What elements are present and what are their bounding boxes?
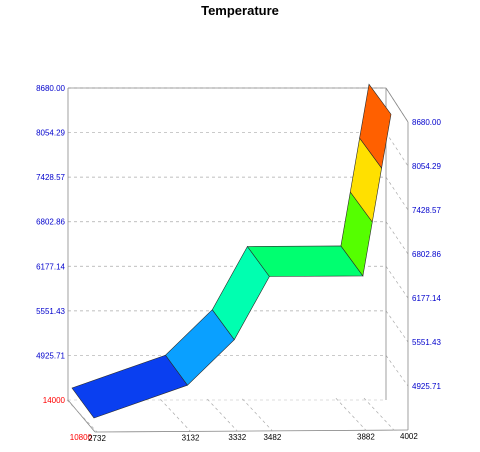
grid-line-right [385,176,409,211]
y-tick-label-right: 6177.14 [412,294,441,303]
depth-axis [67,399,96,433]
depth-tick-front: 10800 [70,433,93,442]
top-right-edge [385,87,409,123]
y-tick-label-left: 4925.71 [36,351,65,360]
y-tick-label-right: 5551.43 [412,338,441,347]
y-tick-label-left: 7428.57 [36,173,65,182]
y-tick-label-right: 8680.00 [412,118,441,127]
chart-title: Temperature [201,3,279,18]
grid-line-right [385,266,409,299]
y-tick-label-left: 6177.14 [36,262,65,271]
x-tick-label: 4002 [400,432,418,441]
y-tick-label-right: 7428.57 [412,206,441,215]
grid-line-right [385,310,409,343]
depth-tick-back: 14000 [43,396,66,405]
depth-grid-line [242,398,273,432]
y-tick-label-right: 8054.29 [412,162,441,171]
grid-line-right [385,221,409,255]
depth-grid-line [66,399,98,433]
y-tick-label-left: 6802.86 [36,218,65,227]
y-tick-label-right: 4925.71 [412,382,441,391]
y-tick-label-right: 6802.86 [412,250,441,259]
grid-line-right [385,355,409,387]
y-tick-label-left: 8054.29 [36,129,65,138]
x-tick-label: 3332 [228,433,246,442]
depth-grid-line [160,399,191,432]
surface-facet [71,354,188,419]
y-tick-label-left: 5551.43 [36,307,65,316]
depth-grid-line [363,397,395,431]
grid-line-right [385,132,409,167]
y-tick-label-left: 8680.00 [36,84,65,93]
surface-facet [359,83,392,169]
x-tick-label: 3882 [357,432,375,441]
x-tick-label: 2732 [88,434,106,443]
depth-grid-line [207,398,238,432]
depth-grid-line [335,398,367,431]
x-tick-label: 3482 [263,433,281,442]
bottom-axis [94,429,409,433]
x-tick-label: 3132 [182,433,200,442]
